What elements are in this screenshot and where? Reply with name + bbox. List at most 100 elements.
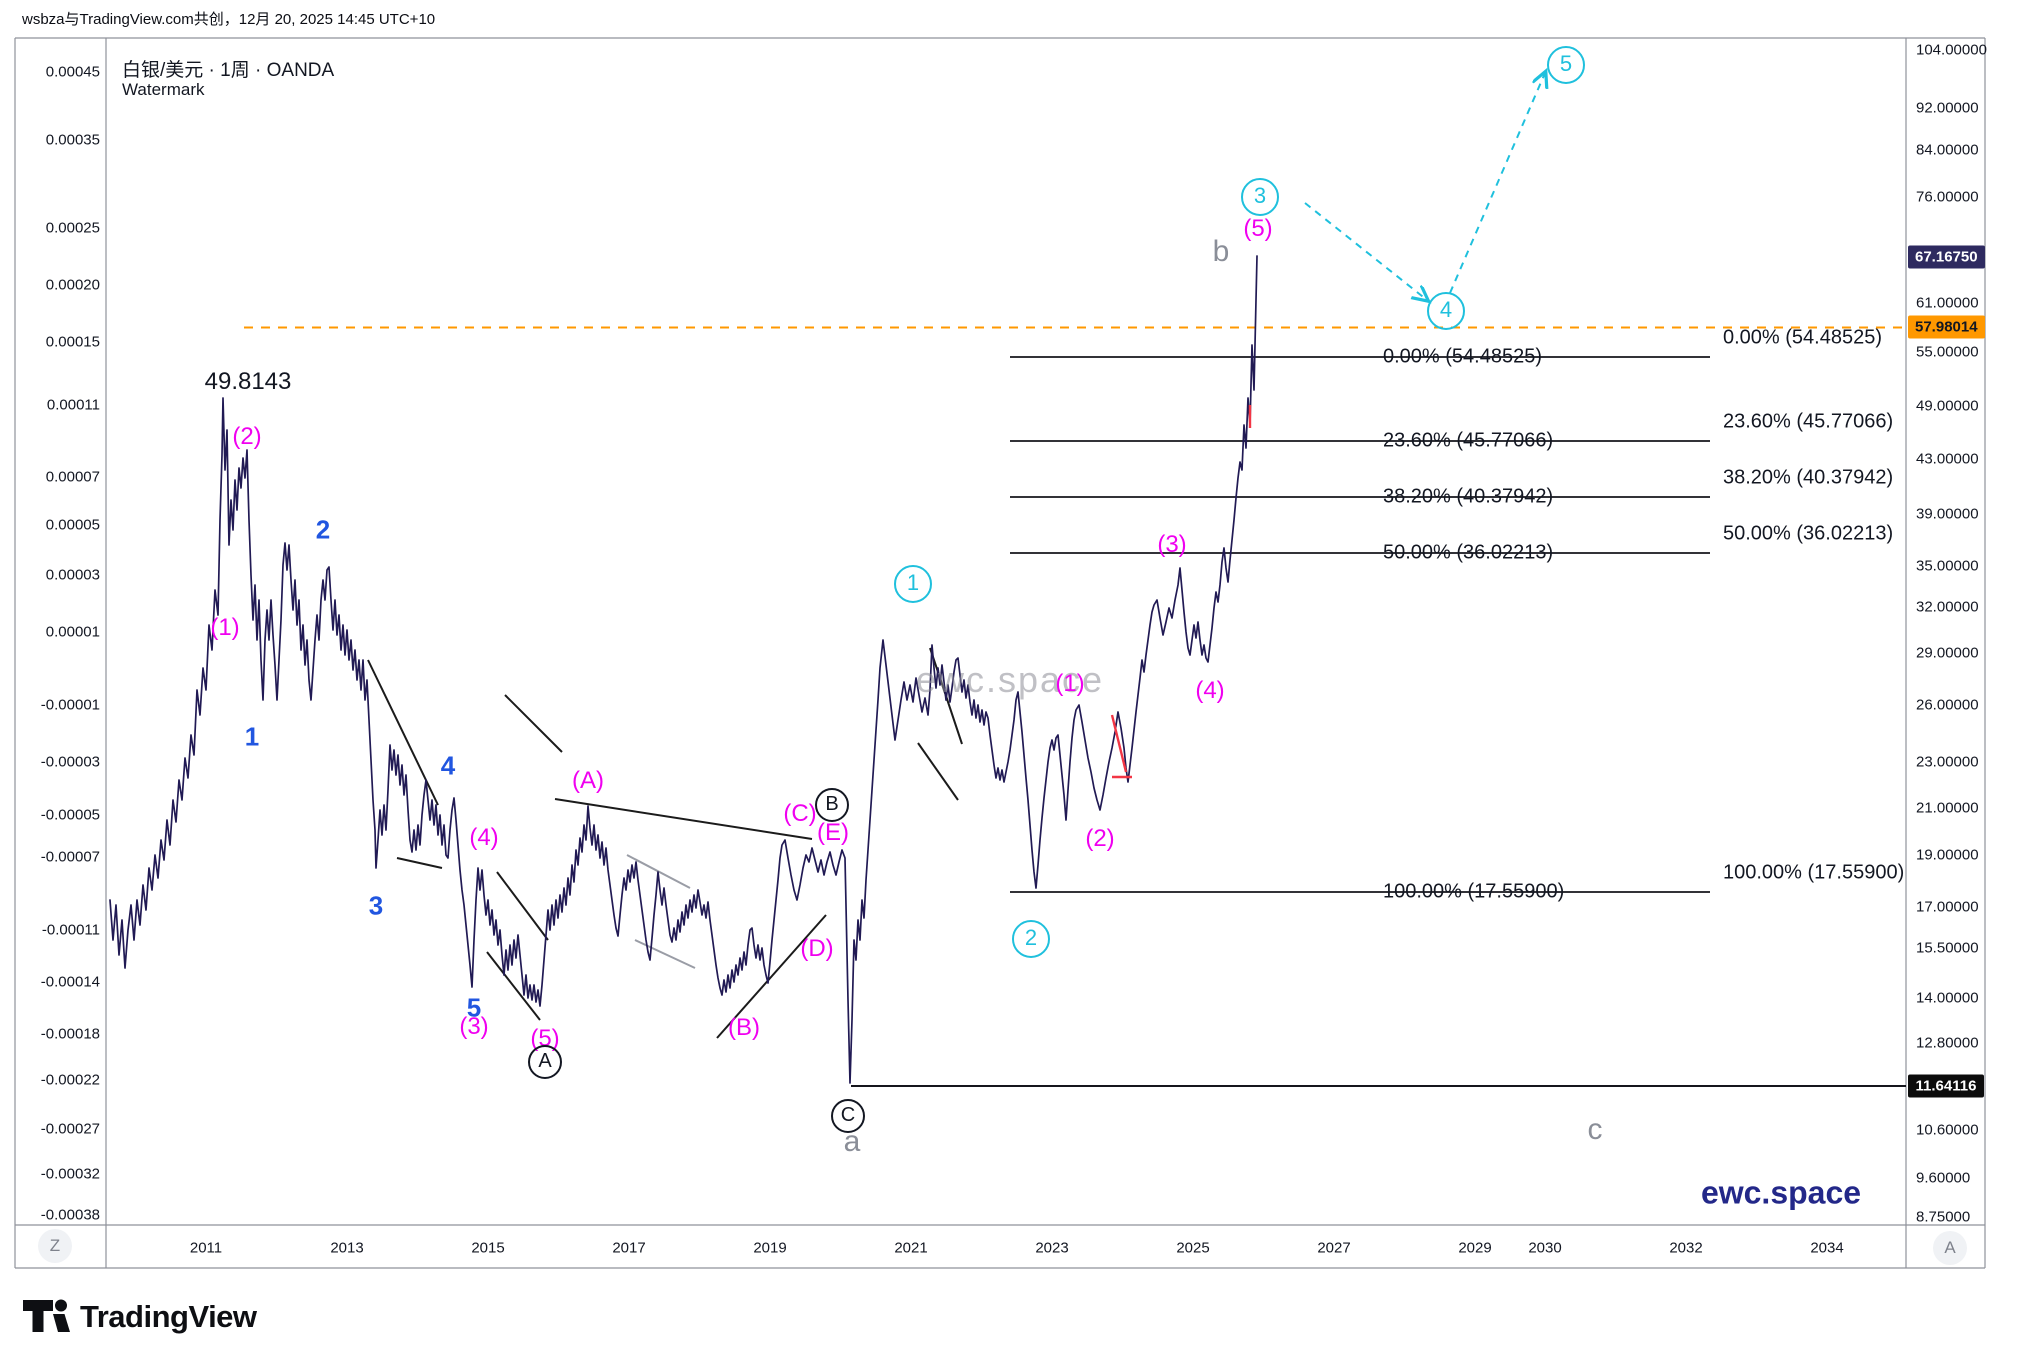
right-axis-tick-0: 104.00000 [1916,41,1987,59]
left-axis-tick-13: -0.00007 [40,848,100,866]
wave-blue-0: 1 [244,721,260,752]
wave-circled-cyan-2: 2 [1012,920,1050,958]
right-axis-tick-16: 17.00000 [1916,898,1979,916]
wave-magenta-2: (3) [459,1013,489,1040]
wave-circled-cyan-3: 3 [1241,178,1279,216]
left-axis-tick-10: -0.00001 [40,696,100,714]
wave-magenta-6: (B) [728,1014,760,1041]
wave-blue-2: 3 [368,890,384,921]
fib-label-right-3: 50.00% (36.02213) [1723,522,1894,545]
time-axis-tick-2019: 2019 [753,1239,787,1257]
wave-magenta-11: (2) [1085,825,1115,852]
wave-gray-letter-b: b [1212,235,1230,268]
right-axis-tick-21: 9.60000 [1916,1169,1971,1187]
wave-magenta-0: (1) [210,614,240,641]
fib-label-right-2: 38.20% (40.37942) [1723,466,1894,489]
price-badge-1: 57.98014 [1908,315,1985,339]
fib-label-right-0: 0.00% (54.48525) [1723,326,1883,349]
right-axis-tick-7: 43.00000 [1916,450,1979,468]
wave-magenta-9: (E) [817,819,849,846]
attribution-text: wsbza与TradingView.com共创，12月 20, 2025 14:… [22,11,436,28]
left-axis-tick-20: -0.00038 [40,1206,100,1224]
right-axis-tick-11: 29.00000 [1916,644,1979,662]
wave-circled-C: C [831,1099,865,1133]
left-axis-tick-16: -0.00018 [40,1025,100,1043]
right-axis-tick-17: 15.50000 [1916,939,1979,957]
right-axis-tick-19: 12.80000 [1916,1034,1979,1052]
left-axis-tick-6: 0.00007 [45,468,100,486]
left-axis-tick-17: -0.00022 [40,1071,100,1089]
right-axis-settings-button[interactable]: A [1933,1231,1967,1265]
right-axis-tick-9: 35.00000 [1916,557,1979,575]
wave-gray-letter-c: c [1587,1113,1603,1146]
wave-circled-A: A [528,1045,562,1079]
peak-price-label: 49.8143 [204,368,292,395]
right-axis-tick-20: 10.60000 [1916,1121,1979,1139]
right-axis-tick-12: 26.00000 [1916,696,1979,714]
right-axis-tick-6: 49.00000 [1916,397,1979,415]
fib-label-inline-0: 0.00% (54.48525) [1383,345,1543,368]
right-axis-tick-14: 21.00000 [1916,799,1979,817]
fib-label-inline-4: 100.00% (17.55900) [1383,880,1565,903]
time-axis-tick-2034: 2034 [1810,1239,1844,1257]
wave-magenta-12: (3) [1157,531,1187,558]
right-axis-tick-1: 92.00000 [1916,99,1979,117]
left-axis-tick-9: 0.00001 [45,623,100,641]
right-axis-tick-15: 19.00000 [1916,846,1979,864]
symbol-subtitle: Watermark [122,80,205,99]
right-axis-tick-4: 61.00000 [1916,294,1979,312]
price-badge-2: 11.64116 [1908,1074,1984,1098]
left-axis-tick-0: 0.00045 [45,63,100,81]
wave-magenta-13: (4) [1195,677,1225,704]
time-axis-tick-2032: 2032 [1669,1239,1703,1257]
wave-circled-cyan-1: 1 [894,565,932,603]
wave-magenta-7: (C) [783,800,817,827]
wave-magenta-14: (5) [1243,215,1273,242]
tradingview-logo-text: TradingView [80,1299,257,1334]
fib-label-inline-2: 38.20% (40.37942) [1383,485,1554,508]
wave-circled-cyan-4: 4 [1427,292,1465,330]
left-axis-tick-11: -0.00003 [40,753,100,771]
time-axis-tick-2021: 2021 [894,1239,928,1257]
time-axis-tick-2030: 2030 [1528,1239,1562,1257]
wave-gray-letter-a: a [843,1125,861,1158]
right-axis-tick-5: 55.00000 [1916,343,1979,361]
wave-magenta-3: (4) [469,824,499,851]
left-axis-tick-8: 0.00003 [45,566,100,584]
left-axis-tick-5: 0.00011 [46,396,100,414]
right-axis-tick-3: 76.00000 [1916,188,1979,206]
right-axis-tick-2: 84.00000 [1916,141,1979,159]
tradingview-logo[interactable]: TradingView [22,1298,257,1336]
fib-label-right-4: 100.00% (17.55900) [1723,861,1905,884]
wave-magenta-8: (D) [800,935,834,962]
right-axis-tick-8: 39.00000 [1916,505,1979,523]
left-axis-tick-19: -0.00032 [40,1165,100,1183]
wave-circled-B: B [815,788,849,822]
fib-label-inline-3: 50.00% (36.02213) [1383,541,1554,564]
fib-label-right-1: 23.60% (45.77066) [1723,410,1894,433]
time-axis-tick-2025: 2025 [1176,1239,1210,1257]
left-axis-tick-15: -0.00014 [40,973,100,991]
left-axis-settings-button[interactable]: Z [38,1229,72,1263]
right-axis-tick-13: 23.00000 [1916,753,1979,771]
wave-magenta-1: (2) [232,423,262,450]
left-axis-tick-1: 0.00035 [45,131,100,149]
time-axis-tick-2015: 2015 [471,1239,505,1257]
wave-magenta-10: (1) [1055,670,1085,697]
time-axis-tick-2029: 2029 [1458,1239,1492,1257]
right-axis-tick-22: 8.75000 [1916,1208,1971,1226]
left-axis-tick-4: 0.00015 [45,333,100,351]
symbol-title[interactable]: 白银/美元 · 1周 · OANDA [122,60,335,81]
time-axis-tick-2011: 2011 [189,1239,223,1257]
wave-blue-3: 4 [440,750,456,781]
corner-watermark: ewc.space [1700,1174,1862,1211]
fib-label-inline-1: 23.60% (45.77066) [1383,429,1554,452]
wave-blue-1: 2 [315,514,331,545]
center-watermark: ewc.space [915,659,1105,700]
time-axis-tick-2023: 2023 [1035,1239,1069,1257]
time-axis-tick-2027: 2027 [1317,1239,1351,1257]
right-axis-tick-10: 32.00000 [1916,598,1979,616]
left-axis-tick-18: -0.00027 [40,1120,100,1138]
time-axis-tick-2013: 2013 [330,1239,364,1257]
